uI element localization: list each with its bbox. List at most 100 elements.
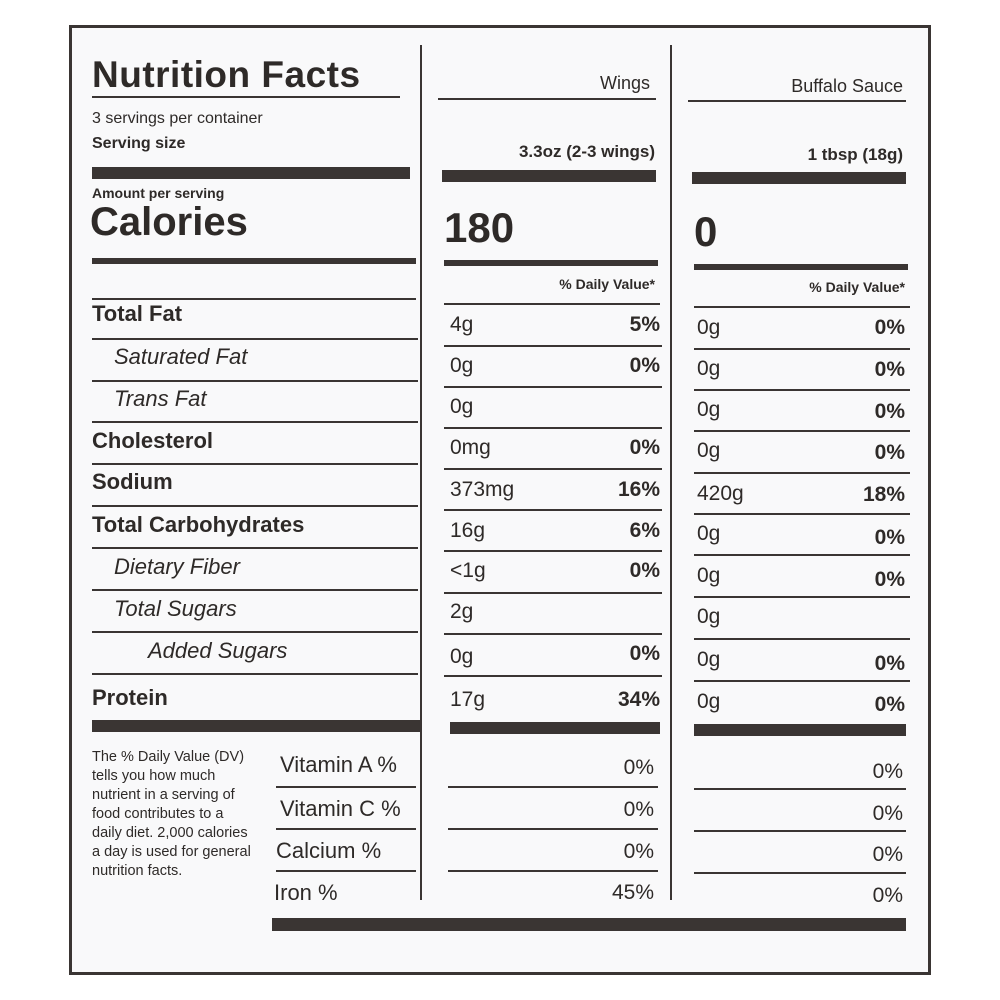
sauce-sodium-amount: 420g: [697, 482, 744, 505]
divider: [438, 98, 656, 100]
wings-added-sugars-dv: 0%: [629, 642, 660, 665]
vitamin-c-label: Vitamin C %: [280, 796, 401, 821]
sauce-column-name: Buffalo Sauce: [791, 76, 903, 96]
sauce-dietary-fiber-amount: 0g: [697, 564, 721, 587]
nutrient-total-fat: Total Fat: [92, 301, 183, 326]
row-divider: [92, 463, 418, 465]
wings-trans-fat-amount: 0g: [450, 395, 474, 418]
row-divider: [444, 592, 662, 594]
calories-label: Calories: [90, 200, 248, 244]
calcium-label: Calcium %: [276, 838, 382, 863]
sauce-dv-header: % Daily Value*: [809, 279, 905, 295]
sauce-dietary-fiber-dv: 0%: [874, 568, 905, 591]
thick-divider: [92, 167, 410, 179]
row-divider: [694, 638, 910, 640]
sauce-total-fat-dv: 0%: [874, 316, 905, 339]
column-divider: [420, 45, 422, 900]
divider: [92, 96, 400, 98]
row-divider: [92, 673, 418, 675]
row-divider: [448, 828, 658, 830]
row-divider: [444, 303, 660, 305]
row-divider: [92, 380, 418, 382]
nutrient-total-carbohydrates: Total Carbohydrates: [92, 512, 305, 537]
nutrient-trans-fat: Trans Fat: [114, 386, 207, 411]
wings-calories: 180: [444, 204, 515, 251]
wings-total-sugars-amount: 2g: [450, 600, 474, 623]
sauce-iron: 0%: [872, 884, 903, 907]
daily-value-footnote: The % Daily Value (DV) tells you how muc…: [92, 749, 251, 879]
serving-size-label: Serving size: [92, 135, 186, 152]
sauce-saturated-fat-amount: 0g: [697, 357, 721, 380]
wings-iron: 45%: [611, 881, 654, 904]
wings-sodium-amount: 373mg: [450, 478, 515, 501]
row-divider: [694, 680, 910, 682]
row-divider: [444, 345, 662, 347]
row-divider: [694, 830, 906, 832]
nutrient-total-sugars: Total Sugars: [114, 596, 237, 621]
sauce-cholesterol-amount: 0g: [697, 439, 721, 462]
wings-dv-header: % Daily Value*: [559, 276, 655, 292]
row-divider: [92, 589, 418, 591]
row-divider: [444, 550, 662, 552]
row-divider: [92, 547, 418, 549]
wings-vitamin-c: 0%: [623, 798, 654, 821]
wings-added-sugars-amount: 0g: [450, 645, 474, 668]
column-divider: [670, 45, 672, 900]
wings-serving-size: 3.3oz (2-3 wings): [518, 142, 655, 161]
row-divider: [444, 509, 662, 511]
wings-carbohydrates-dv: 6%: [629, 519, 660, 542]
wings-saturated-fat-amount: 0g: [450, 354, 474, 377]
row-divider: [444, 468, 662, 470]
row-divider: [694, 472, 910, 474]
medium-divider: [92, 258, 416, 264]
wings-total-fat-amount: 4g: [450, 313, 474, 336]
wings-column-name: Wings: [599, 73, 650, 93]
sauce-calories: 0: [694, 208, 718, 255]
sauce-protein-amount: 0g: [697, 690, 721, 713]
wings-cholesterol-amount: 0mg: [450, 436, 491, 459]
sauce-serving-size: 1 tbsp (18g): [807, 145, 903, 164]
label-title: Nutrition Facts: [92, 54, 361, 95]
thick-divider: [92, 720, 420, 732]
bottom-thick-divider: [272, 918, 906, 931]
wings-protein-dv: 34%: [617, 688, 660, 711]
sauce-sodium-dv: 18%: [862, 483, 905, 506]
wings-sodium-dv: 16%: [617, 478, 660, 501]
wings-calcium: 0%: [623, 840, 654, 863]
thick-divider: [692, 172, 906, 184]
divider: [688, 100, 906, 102]
iron-label: Iron %: [274, 880, 338, 905]
wings-vitamin-a: 0%: [623, 756, 654, 779]
vitamin-a-label: Vitamin A %: [280, 752, 397, 777]
nutrient-protein: Protein: [92, 685, 168, 710]
sauce-vitamin-c: 0%: [872, 802, 903, 825]
sauce-saturated-fat-dv: 0%: [874, 358, 905, 381]
servings-per-container: 3 servings per container: [92, 110, 263, 127]
wings-protein-amount: 17g: [450, 688, 486, 711]
nutrient-dietary-fiber: Dietary Fiber: [114, 554, 240, 579]
sauce-added-sugars-amount: 0g: [697, 648, 721, 671]
sauce-protein-dv: 0%: [874, 693, 905, 716]
row-divider: [694, 788, 906, 790]
row-divider: [92, 298, 416, 300]
row-divider: [694, 872, 906, 874]
row-divider: [694, 348, 910, 350]
wings-dietary-fiber-amount: <1g: [450, 559, 486, 582]
row-divider: [444, 675, 662, 677]
sauce-carbohydrates-dv: 0%: [874, 526, 905, 549]
nutrient-sodium: Sodium: [92, 469, 173, 494]
wings-cholesterol-dv: 0%: [629, 436, 660, 459]
nutrient-cholesterol: Cholesterol: [92, 428, 214, 453]
sauce-trans-fat-amount: 0g: [697, 398, 721, 421]
sauce-carbohydrates-amount: 0g: [697, 522, 721, 545]
row-divider: [448, 870, 658, 872]
row-divider: [276, 786, 416, 788]
sauce-total-sugars-amount: 0g: [697, 605, 721, 628]
row-divider: [92, 631, 418, 633]
row-divider: [694, 554, 910, 556]
row-divider: [444, 427, 662, 429]
wings-saturated-fat-dv: 0%: [629, 354, 660, 377]
amount-per-serving: Amount per serving: [92, 185, 225, 201]
sauce-vitamin-a: 0%: [872, 760, 903, 783]
sauce-added-sugars-dv: 0%: [874, 652, 905, 675]
